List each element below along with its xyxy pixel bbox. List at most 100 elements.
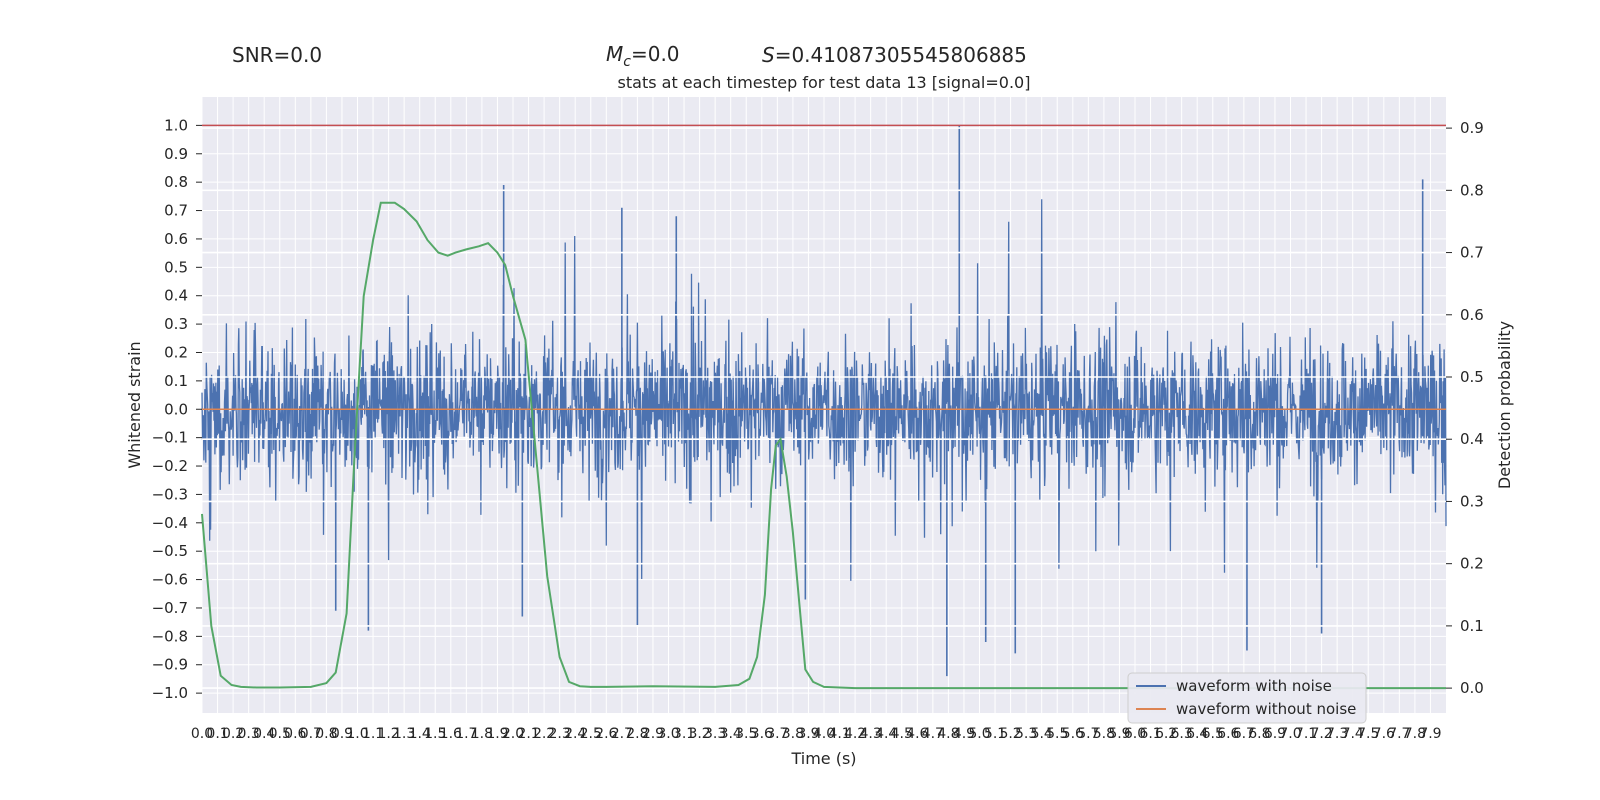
x-tick-label: 1.4	[409, 726, 431, 742]
x-axis-label: Time (s)	[790, 749, 856, 768]
y-left-tick-label: 0.1	[164, 372, 188, 390]
y-right-tick-label: 0.2	[1460, 555, 1484, 573]
left-y-axis-label: Whitened strain	[125, 341, 144, 468]
y-left-tick-label: −0.2	[152, 457, 188, 475]
y-right-tick-label: 0.6	[1460, 306, 1484, 324]
x-tick-label: 0.2	[222, 726, 244, 742]
x-tick-label: 1.9	[486, 726, 508, 742]
x-tick-label: 0.1	[206, 726, 228, 742]
y-right-tick-label: 0.0	[1460, 679, 1484, 697]
x-tick-label: 1.2	[377, 726, 399, 742]
y-left-tick-label: 0.4	[164, 287, 188, 305]
x-tick-label: 4.8	[937, 726, 959, 742]
right-y-axis-label: Detection probability	[1495, 321, 1514, 489]
y-right-tick-label: 0.8	[1460, 181, 1484, 199]
x-tick-label: 6.0	[1124, 726, 1146, 742]
x-tick-label: 2.2	[533, 726, 555, 742]
x-tick-label: 6.7	[1233, 726, 1255, 742]
x-tick-label: 6.3	[1171, 726, 1193, 742]
x-tick-label: 6.6	[1217, 726, 1239, 742]
x-tick-label: 1.8	[471, 726, 493, 742]
x-tick-label: 3.3	[704, 726, 726, 742]
x-tick-label: 6.4	[1186, 726, 1208, 742]
x-tick-label: 7.4	[1342, 726, 1364, 742]
y-left-tick-label: −0.7	[152, 599, 188, 617]
x-tick-label: 5.9	[1108, 726, 1130, 742]
x-axis-ticks: 0.00.10.20.30.40.50.60.70.80.91.01.11.21…	[191, 726, 1442, 742]
x-tick-label: 0.8	[315, 726, 337, 742]
x-tick-label: 7.7	[1388, 726, 1410, 742]
x-tick-label: 3.4	[720, 726, 742, 742]
x-tick-label: 2.1	[517, 726, 539, 742]
snr-label: SNR=0.0	[232, 43, 322, 67]
y-right-tick-label: 0.9	[1460, 119, 1484, 137]
y-right-tick-label: 0.7	[1460, 244, 1484, 262]
x-tick-label: 1.7	[455, 726, 477, 742]
x-tick-label: 7.2	[1310, 726, 1332, 742]
x-tick-label: 5.7	[1077, 726, 1099, 742]
x-tick-label: 2.8	[626, 726, 648, 742]
x-tick-label: 3.0	[657, 726, 679, 742]
y-left-tick-label: −1.0	[152, 684, 188, 702]
legend-label-clean: waveform without noise	[1176, 700, 1356, 718]
x-tick-label: 3.6	[751, 726, 773, 742]
x-tick-label: 7.5	[1357, 726, 1379, 742]
x-tick-label: 6.5	[1202, 726, 1224, 742]
x-tick-label: 5.4	[1031, 726, 1053, 742]
y-left-tick-label: −0.1	[152, 429, 188, 447]
x-tick-label: 1.6	[440, 726, 462, 742]
y-left-tick-label: −0.8	[152, 627, 188, 645]
x-tick-label: 3.7	[766, 726, 788, 742]
x-tick-label: 4.5	[891, 726, 913, 742]
x-tick-label: 0.5	[269, 726, 291, 742]
x-tick-label: 6.1	[1139, 726, 1161, 742]
y-left-tick-label: −0.6	[152, 571, 188, 589]
x-tick-label: 1.5	[424, 726, 446, 742]
y-left-tick-label: −0.4	[152, 514, 188, 532]
x-tick-label: 2.9	[642, 726, 664, 742]
x-tick-label: 4.9	[953, 726, 975, 742]
y-left-tick-label: 1.0	[164, 116, 188, 134]
x-tick-label: 2.4	[564, 726, 586, 742]
x-tick-label: 1.0	[346, 726, 368, 742]
x-tick-label: 4.4	[875, 726, 897, 742]
noise-trace	[201, 199, 1447, 581]
x-tick-label: 2.3	[549, 726, 571, 742]
y-left-tick-label: 0.8	[164, 173, 188, 191]
y-left-tick-label: 0.6	[164, 230, 188, 248]
stat-s-label: S=0.41087305545806885	[762, 43, 1027, 67]
x-tick-label: 6.2	[1155, 726, 1177, 742]
left-y-axis-ticks: 1.0 0.9 0.8 0.7 0.6 0.5 0.4 0.3 0.2 0.1 0.0 −0.1 −0.…	[152, 116, 202, 702]
chirp-mass-label: Mc=0.0	[606, 42, 680, 70]
x-tick-label: 7.1	[1295, 726, 1317, 742]
x-tick-label: 5.5	[1046, 726, 1068, 742]
x-tick-label: 4.1	[828, 726, 850, 742]
x-tick-label: 3.1	[673, 726, 695, 742]
x-tick-label: 3.8	[782, 726, 804, 742]
x-tick-label: 5.6	[1062, 726, 1084, 742]
y-left-tick-label: −0.9	[152, 656, 188, 674]
x-tick-label: 0.3	[238, 726, 260, 742]
x-tick-label: 0.6	[284, 726, 306, 742]
legend-label-noise: waveform with noise	[1176, 677, 1332, 695]
x-tick-label: 4.2	[844, 726, 866, 742]
x-tick-label: 4.6	[906, 726, 928, 742]
right-y-axis-ticks: 0.9 0.8 0.7 0.6 0.5 0.4 0.3 0.2 0.1 0.0	[1446, 119, 1484, 697]
legend: waveform with noise waveform without noi…	[1127, 672, 1367, 724]
x-tick-label: 6.9	[1264, 726, 1286, 742]
x-tick-label: 0.9	[331, 726, 353, 742]
legend-box	[1127, 672, 1367, 724]
x-tick-label: 2.6	[595, 726, 617, 742]
x-tick-label: 3.2	[688, 726, 710, 742]
x-tick-label: 0.4	[253, 726, 275, 742]
x-tick-label: 4.3	[860, 726, 882, 742]
x-tick-label: 4.0	[813, 726, 835, 742]
x-tick-label: 6.8	[1248, 726, 1270, 742]
x-tick-label: 5.3	[1015, 726, 1037, 742]
chart-title: stats at each timestep for test data 13 …	[618, 73, 1031, 92]
y-left-tick-label: −0.5	[152, 542, 188, 560]
x-tick-label: 2.0	[502, 726, 524, 742]
x-tick-label: 7.8	[1404, 726, 1426, 742]
x-tick-label: 3.5	[735, 726, 757, 742]
x-tick-label: 7.3	[1326, 726, 1348, 742]
